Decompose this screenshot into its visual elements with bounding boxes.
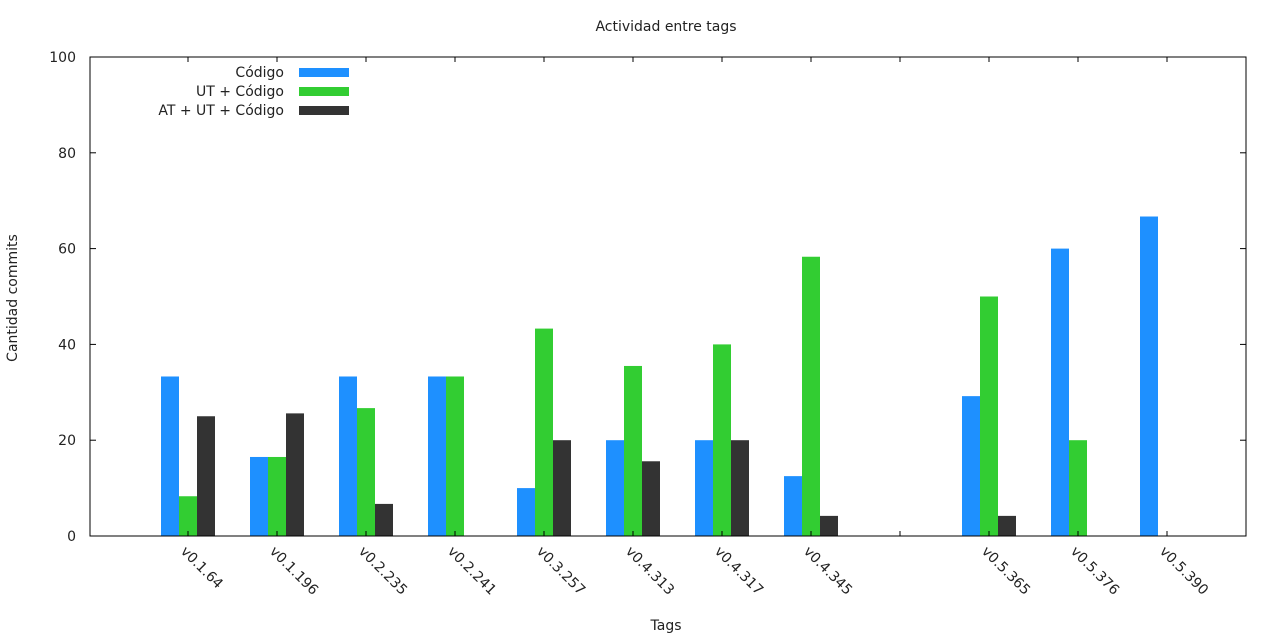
- y-tick-label: 80: [58, 146, 76, 162]
- legend: Código UT + Código AT + UT + Código: [158, 65, 349, 119]
- x-tick-label: v0.4.345: [800, 544, 855, 599]
- bar-8-series-2: [802, 256, 820, 536]
- bar-5-series-1: [517, 488, 535, 536]
- bars-group: [161, 216, 1158, 536]
- y-tick-label: 20: [58, 433, 76, 449]
- y-tick-label: 0: [67, 529, 76, 545]
- legend-swatch-3: [299, 106, 349, 115]
- y-axis-label: Cantidad commits: [5, 234, 21, 362]
- x-tick-label: v0.2.241: [444, 544, 499, 599]
- bar-6-series-1: [606, 440, 624, 536]
- x-tick-label: v0.3.257: [533, 544, 588, 599]
- bar-4-series-2: [446, 376, 464, 536]
- legend-label-3: AT + UT + Código: [158, 103, 284, 119]
- x-axis-label: Tags: [650, 618, 682, 634]
- legend-swatch-2: [299, 87, 349, 96]
- x-tick-label: v0.2.235: [355, 544, 410, 599]
- y-tick-label: 40: [58, 337, 76, 353]
- plot-frame: [89, 56, 1247, 537]
- bar-7-series-1: [695, 440, 713, 536]
- x-tick-label: v0.1.196: [266, 544, 321, 599]
- bar-5-series-3: [553, 440, 571, 536]
- x-tick-label: v0.4.313: [622, 544, 677, 599]
- x-tick-label: v0.1.64: [177, 544, 226, 593]
- bar-2-series-2: [268, 456, 286, 536]
- bar-7-series-2: [713, 344, 731, 536]
- bar-3-series-2: [357, 408, 375, 536]
- bar-5-series-2: [535, 328, 553, 536]
- y-tick-label: 100: [49, 50, 76, 66]
- bar-8-series-1: [784, 476, 802, 536]
- bar-10-series-2: [980, 296, 998, 536]
- x-tick-label: v0.5.365: [978, 544, 1033, 599]
- bar-10-series-3: [998, 515, 1016, 536]
- y-ticks: 0 20 40 60 80 100: [49, 50, 1246, 545]
- y-tick-label: 60: [58, 242, 76, 258]
- chart-title: Actividad entre tags: [595, 19, 736, 35]
- bar-7-series-3: [731, 440, 749, 536]
- bar-3-series-1: [339, 376, 357, 536]
- bar-1-series-2: [179, 496, 197, 536]
- bar-1-series-3: [197, 416, 215, 536]
- legend-label-1: Código: [235, 65, 284, 81]
- bar-11-series-2: [1069, 440, 1087, 536]
- bar-3-series-3: [375, 503, 393, 536]
- x-tick-label: v0.5.376: [1067, 544, 1122, 599]
- bar-2-series-1: [250, 456, 268, 536]
- legend-label-2: UT + Código: [196, 84, 284, 100]
- bar-1-series-1: [161, 376, 179, 536]
- bar-11-series-1: [1051, 248, 1069, 536]
- bar-8-series-3: [820, 515, 838, 536]
- bar-2-series-3: [286, 413, 304, 536]
- bar-12-series-1: [1140, 216, 1158, 536]
- legend-swatch-1: [299, 68, 349, 77]
- bar-6-series-3: [642, 461, 660, 536]
- bar-6-series-2: [624, 365, 642, 536]
- x-tick-label: v0.4.317: [711, 544, 766, 599]
- bar-10-series-1: [962, 396, 980, 536]
- bar-4-series-1: [428, 376, 446, 536]
- x-tick-label: v0.5.390: [1156, 544, 1211, 599]
